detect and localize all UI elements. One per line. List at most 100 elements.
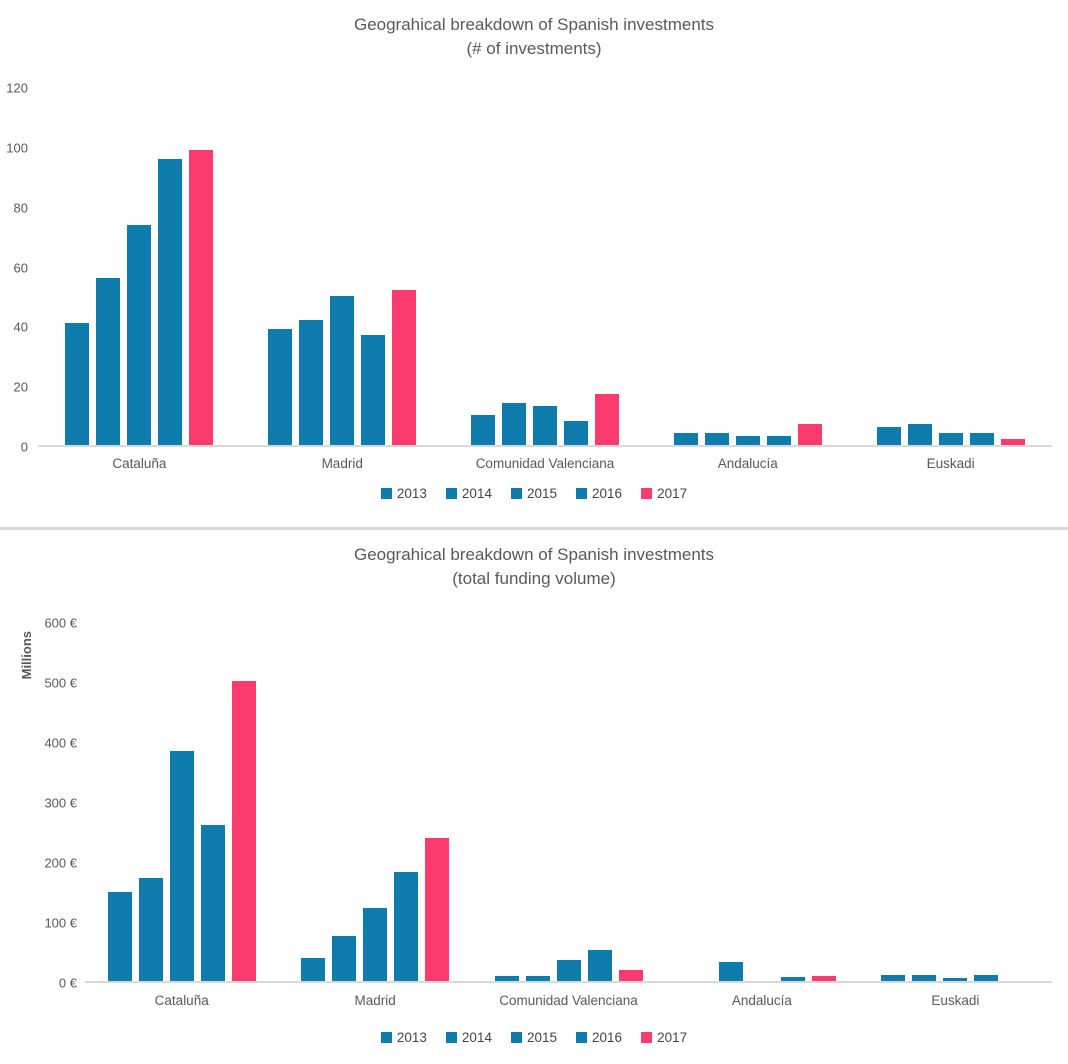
bar-2016	[766, 436, 791, 445]
bar-2015	[938, 433, 963, 445]
y-tick-label: 120	[6, 80, 28, 96]
legend-swatch	[576, 488, 588, 499]
chart-title: Geograhical breakdown of Spanish investm…	[353, 545, 715, 564]
legend-item-2017: 2017	[641, 1030, 687, 1045]
chart-title: Geograhical breakdown of Spanish investm…	[353, 15, 715, 34]
bar-2014	[704, 433, 729, 445]
legend-label: 2017	[657, 486, 688, 501]
legend-label: 2016	[592, 486, 623, 501]
legend-swatch	[641, 488, 653, 499]
legend-swatch	[380, 488, 392, 499]
legend-swatch	[380, 1032, 392, 1043]
bar-group	[859, 623, 1052, 981]
legend-swatch	[576, 1032, 588, 1043]
bar-2014	[525, 976, 550, 981]
bar-2015	[330, 296, 355, 445]
bar-group	[241, 88, 444, 445]
category-label: Cataluña	[154, 993, 209, 1008]
bar-2017	[1000, 439, 1025, 445]
legend-swatch	[445, 488, 457, 499]
bar-2014	[138, 878, 163, 981]
bar-2017	[618, 969, 643, 981]
bar-2016	[587, 949, 612, 981]
bar-group	[472, 623, 665, 981]
category-label: Andalucía	[731, 993, 792, 1008]
legend-swatch	[510, 488, 522, 499]
legend-item-2013: 2013	[380, 486, 427, 501]
bar-2013	[881, 975, 906, 981]
y-tick-label: 100 €	[44, 915, 77, 931]
category-label: Euskadi	[931, 993, 980, 1008]
bar-group	[665, 623, 858, 981]
y-tick-label: 300 €	[44, 795, 77, 811]
y-tick-label: 400 €	[44, 735, 77, 751]
bar-2016	[200, 824, 225, 981]
category-label: Madrid	[321, 456, 363, 471]
legend-item-2013: 2013	[380, 1030, 427, 1045]
y-tick-label: 0	[20, 439, 28, 455]
bar-2016	[780, 977, 805, 981]
legend-label: 2014	[461, 1030, 492, 1045]
bar-2014	[907, 424, 932, 445]
y-axis: 0 20 40 60 80 100 120	[0, 81, 28, 455]
category-label: Comunidad Valenciana	[499, 993, 638, 1008]
bar-group	[444, 88, 647, 445]
bar-group	[278, 623, 471, 981]
bar-group	[38, 88, 241, 445]
category-label: Euskadi	[926, 456, 975, 471]
bar-2013	[876, 427, 901, 445]
legend-label: 2016	[592, 1030, 623, 1045]
bar-2015	[556, 959, 581, 981]
y-tick-label: 200 €	[44, 855, 77, 871]
legend-item-2014: 2014	[445, 1030, 492, 1045]
legend-label: 2015	[526, 1030, 558, 1045]
y-tick-label: 500 €	[44, 675, 77, 691]
y-axis: 0 € 100 € 200 € 300 € 400 € 500 € 600 €	[0, 616, 77, 991]
y-tick-label: 80	[13, 200, 28, 216]
legend-label: 2013	[396, 486, 427, 501]
x-axis: Cataluña Madrid Comunidad Valenciana Andalu…	[85, 993, 1052, 1008]
chart-divider	[0, 527, 1068, 530]
legend-swatch	[510, 1032, 522, 1043]
y-tick-label: 0 €	[58, 975, 77, 991]
y-tick-label: 60	[13, 260, 28, 275]
bar-2013	[301, 957, 326, 981]
y-tick-label: 20	[13, 379, 28, 395]
bar-2017	[425, 838, 450, 981]
legend-swatch	[445, 1032, 457, 1043]
y-tick-label: 600 €	[44, 615, 77, 631]
legend-swatch	[641, 1032, 653, 1043]
bar-2017	[392, 290, 417, 445]
bar-2015	[363, 907, 388, 981]
legend: 2013 2014 2015 2016 2017	[0, 1030, 1068, 1045]
bar-2013	[470, 415, 495, 445]
bar-group	[85, 623, 278, 981]
x-axis: Cataluña Madrid Comunidad Valenciana Andalu…	[38, 456, 1052, 471]
y-tick-label: 40	[13, 319, 28, 335]
bar-2017	[189, 150, 214, 445]
plot-area	[85, 623, 1052, 983]
legend-item-2016: 2016	[576, 486, 622, 501]
chart-total-funding-volume: Geograhical breakdown of Spanish investm…	[0, 530, 1068, 1064]
chart-subtitle: (# of investments)	[466, 39, 602, 58]
bar-2015	[943, 978, 968, 981]
legend-item-2016: 2016	[576, 1030, 622, 1045]
legend: 2013 2014 2015 2016 2017	[0, 486, 1068, 501]
bar-2015	[169, 750, 194, 981]
bar-2013	[65, 323, 90, 445]
legend-label: 2015	[526, 486, 558, 501]
bar-2016	[563, 421, 588, 445]
bar-2013	[494, 976, 519, 981]
bar-2015	[127, 224, 152, 445]
bar-2013	[268, 328, 293, 445]
plot-area	[38, 88, 1052, 447]
legend-item-2014: 2014	[445, 486, 492, 501]
bar-2014	[96, 278, 121, 445]
bar-2016	[394, 872, 419, 981]
bar-2013	[107, 891, 132, 981]
y-tick-label: 100	[6, 140, 28, 156]
legend-label: 2013	[396, 1030, 427, 1045]
bar-2014	[299, 320, 324, 445]
bar-2014	[332, 935, 357, 981]
